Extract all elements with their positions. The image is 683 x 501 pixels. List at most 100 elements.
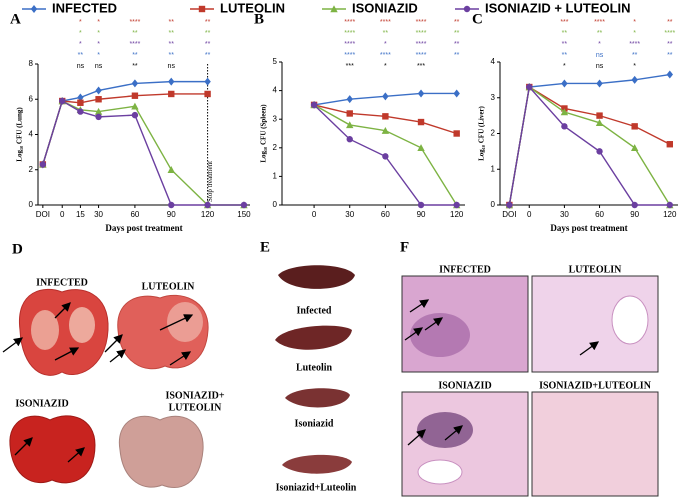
significance-label: ****	[344, 41, 355, 48]
marker	[417, 201, 425, 209]
arrow	[407, 429, 426, 446]
lung-image	[9, 415, 96, 484]
marker	[561, 123, 568, 130]
captions: INFECTED LUTEOLIN ISONIAZID ISONIAZID+LUTEO…	[438, 264, 651, 391]
significance-label: *	[633, 30, 636, 37]
significance-label: **	[383, 30, 389, 37]
x-axis-label: Days post treatment	[550, 223, 627, 233]
caption: Isoniazid+Luteolin	[276, 482, 357, 493]
marker	[666, 141, 674, 148]
significance-label: **	[205, 52, 211, 59]
x-tick-label: 90	[417, 210, 426, 219]
x-tick-label: 0	[312, 210, 317, 219]
marker	[204, 77, 211, 86]
significance-label: **	[562, 41, 568, 48]
significance-label: *	[97, 30, 100, 37]
marker	[131, 102, 139, 110]
significance-label: **	[169, 19, 175, 26]
significance-label: ***	[346, 63, 354, 70]
arrow	[54, 302, 71, 319]
series-line	[508, 73, 670, 206]
x-tick-label: DOI	[36, 210, 50, 219]
arrow	[104, 334, 123, 353]
arrow	[409, 299, 430, 313]
legend: INFECTED LUTEOLIN ISONIAZID ISONIAZID + LUT…	[22, 0, 631, 15]
significance-label: ****	[664, 30, 675, 37]
y-tick-label: 4	[491, 57, 496, 66]
significance-label: *	[79, 41, 82, 48]
significance-label: ****	[344, 19, 355, 26]
arrow	[14, 437, 33, 456]
significance-label: ****	[380, 52, 391, 59]
significance-label: *	[633, 19, 636, 26]
y-tick-label: 0	[491, 200, 496, 209]
significance-label: *	[598, 41, 601, 48]
y-axis-label: Log₁₀ CFU (Lung)	[16, 107, 24, 162]
x-tick-label: 30	[560, 210, 569, 219]
significance-label: *	[97, 41, 100, 48]
x-tick-label: 150	[237, 210, 251, 219]
x-tick-label: 60	[381, 210, 390, 219]
significance-label: *	[79, 19, 82, 26]
significance-label: **	[454, 52, 460, 59]
marker	[596, 112, 603, 119]
marker	[204, 90, 211, 98]
significance-label: *	[384, 41, 387, 48]
significance-label: ***	[417, 63, 425, 70]
y-tick-label: 3	[491, 93, 496, 102]
significance-label: *	[97, 19, 100, 26]
arrow	[444, 425, 464, 441]
caption: Infected	[297, 305, 332, 316]
significance-label: ns	[95, 63, 103, 70]
y-tick-label: 4	[273, 86, 278, 95]
y-axis-label: Log₁₀ CFU (Spleen)	[260, 104, 268, 163]
significance-label: *	[97, 52, 100, 59]
caption: ISONIAZID+	[165, 390, 224, 401]
x-tick-label: 30	[94, 210, 103, 219]
marker	[382, 113, 389, 120]
panel-label: F	[400, 239, 409, 255]
marker	[240, 201, 248, 209]
marker	[77, 108, 84, 115]
marker	[417, 89, 425, 98]
arrow	[579, 341, 600, 356]
marker	[506, 201, 513, 209]
panel-label: B	[254, 11, 264, 27]
marker	[666, 201, 674, 209]
marker	[59, 97, 66, 105]
arrow	[109, 349, 127, 363]
marker	[631, 75, 638, 84]
significance-label: ****	[416, 30, 427, 37]
marker	[463, 5, 471, 13]
marker	[39, 161, 47, 168]
marker	[94, 107, 103, 115]
x-tick-label: 60	[595, 210, 604, 219]
series-line	[508, 85, 671, 206]
panel-e: E Infected Luteolin Isoniazid Isoniazid+Lut…	[260, 239, 357, 493]
y-tick-label: 2	[273, 143, 278, 152]
marker	[330, 5, 338, 13]
y-tick-label: 1	[491, 164, 496, 173]
annotation: Stop treatment	[206, 161, 214, 202]
marker	[453, 201, 460, 209]
infiltrate	[417, 412, 473, 448]
panel-label: A	[10, 11, 21, 27]
x-tick-label: 120	[663, 210, 677, 219]
marker	[561, 79, 568, 88]
spleen-image	[282, 454, 352, 474]
significance-label: **	[597, 30, 603, 37]
significance-label: ****	[129, 41, 140, 48]
arrow	[424, 317, 444, 331]
spleen-image	[285, 388, 350, 408]
caption: LUTEOLIN	[142, 281, 196, 292]
y-tick-label: 5	[273, 57, 278, 66]
significance-label: ****	[344, 52, 355, 59]
y-axis-label: Log₁₀ CFU (Liver)	[478, 105, 486, 160]
significance-label: **	[169, 30, 175, 37]
y-tick-label: 8	[29, 59, 34, 68]
lesion	[167, 302, 203, 342]
marker	[346, 110, 353, 117]
legend-label: INFECTED	[52, 0, 117, 15]
